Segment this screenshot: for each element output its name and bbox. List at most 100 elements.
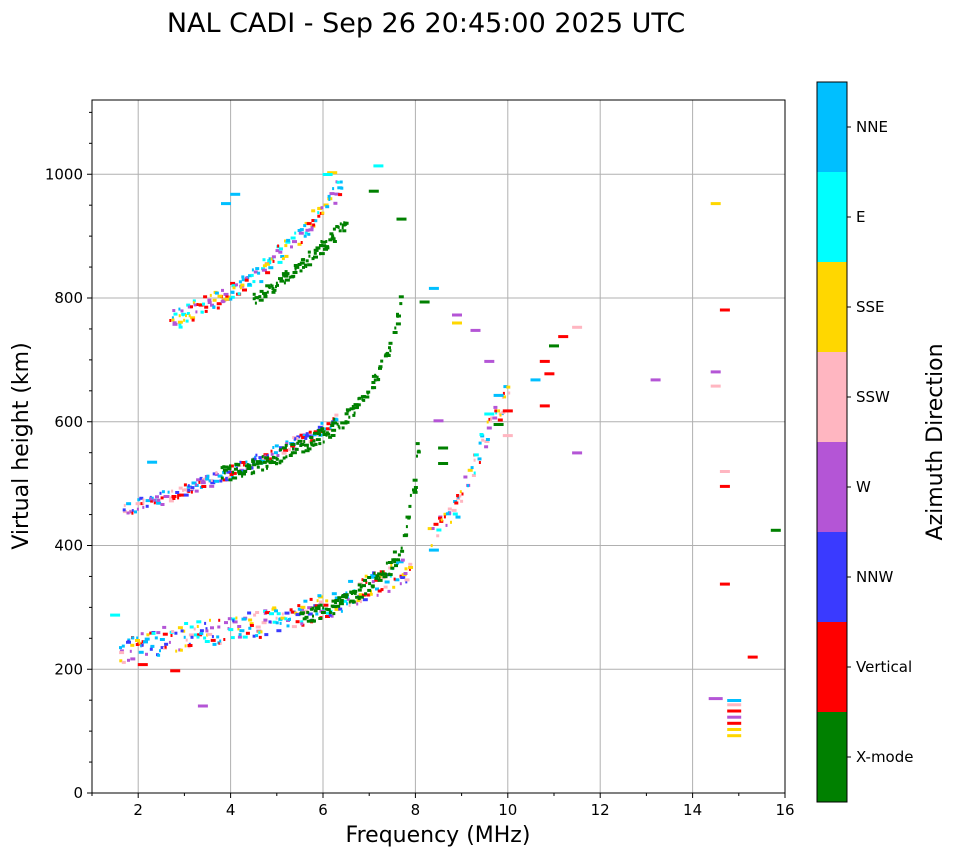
echo-point <box>299 269 303 273</box>
colorbar-swatch <box>817 82 847 172</box>
echo-point <box>348 579 354 583</box>
echo-point <box>403 572 408 575</box>
echo-point <box>209 618 211 622</box>
echo-point <box>328 613 332 617</box>
echo-point <box>157 653 161 657</box>
echo-point <box>332 612 336 616</box>
y-axis-label: Virtual height (km) <box>9 342 34 549</box>
colorbar-category-label: W <box>856 478 871 496</box>
echo-point <box>262 291 267 295</box>
echo-point <box>361 578 364 582</box>
echo-point <box>371 585 375 589</box>
echo-point <box>228 466 232 470</box>
echo-point <box>336 180 340 184</box>
echo-point <box>463 475 468 479</box>
isolated-echo-point <box>368 189 379 193</box>
echo-point <box>346 602 348 606</box>
echo-point <box>392 585 396 589</box>
echo-point <box>135 502 141 506</box>
echo-point <box>214 291 219 295</box>
echo-point <box>317 428 323 432</box>
echo-point <box>150 499 154 503</box>
echo-point <box>160 503 165 506</box>
echo-point <box>228 478 233 482</box>
echo-point <box>271 287 275 290</box>
echo-point <box>374 578 379 582</box>
echo-point <box>279 279 285 283</box>
echo-point <box>356 599 362 603</box>
echo-point <box>143 640 148 644</box>
echo-point <box>284 617 288 621</box>
echo-point <box>199 629 204 633</box>
echo-point <box>471 474 476 477</box>
echo-point <box>416 454 418 458</box>
echo-point <box>477 457 482 461</box>
echo-point <box>346 420 350 424</box>
echo-point <box>367 576 372 579</box>
echo-point <box>300 443 305 446</box>
echo-point <box>298 231 304 235</box>
echo-point <box>258 631 261 635</box>
isolated-echo-point <box>549 344 559 348</box>
echo-point <box>412 490 418 494</box>
echo-point <box>167 490 170 494</box>
colorbar-swatch <box>817 712 847 802</box>
echo-point <box>293 264 298 267</box>
echo-point <box>357 583 362 587</box>
echo-point <box>237 625 242 628</box>
echo-point <box>322 440 325 444</box>
echo-point <box>296 435 301 439</box>
echo-point <box>172 309 176 312</box>
echo-point <box>195 483 198 487</box>
echo-point <box>443 512 447 516</box>
echo-point <box>171 318 175 322</box>
echo-point <box>332 187 335 191</box>
isolated-echo-point <box>727 728 742 731</box>
echo-point <box>156 631 161 635</box>
echo-point <box>408 562 413 566</box>
colorbar-swatch <box>817 622 847 712</box>
echo-point <box>175 491 180 494</box>
echo-point <box>371 374 377 378</box>
isolated-echo-point <box>727 734 742 738</box>
echo-point <box>287 448 291 452</box>
echo-point <box>405 580 408 584</box>
echo-point <box>272 259 275 263</box>
isolated-echo-point <box>719 582 730 586</box>
echo-point <box>316 599 319 603</box>
echo-point <box>251 460 256 464</box>
echo-point <box>204 305 209 309</box>
echo-point <box>351 600 356 604</box>
echo-point <box>159 638 165 641</box>
echo-point <box>307 612 313 616</box>
echo-point <box>355 595 360 599</box>
echo-point <box>327 194 331 198</box>
echo-point <box>330 237 336 241</box>
echo-point <box>279 448 283 452</box>
echo-point <box>149 631 154 635</box>
echo-point <box>206 633 209 637</box>
colorbar: X-mode Vertical NNW W SSW SSE E NNE <box>816 81 913 803</box>
echo-point <box>335 180 338 184</box>
isolated-echo-point <box>493 423 504 426</box>
isolated-echo-point <box>221 202 231 206</box>
echo-point <box>394 578 400 582</box>
echo-point <box>337 424 340 428</box>
echo-point <box>317 214 321 218</box>
echo-point <box>305 434 309 438</box>
echo-point <box>331 605 337 609</box>
echo-point <box>217 294 223 298</box>
echo-point <box>268 460 272 464</box>
echo-point <box>325 205 330 209</box>
echo-point <box>301 436 306 440</box>
echo-point <box>279 247 283 251</box>
echo-point <box>257 271 261 275</box>
echo-point <box>242 635 248 639</box>
echo-point <box>221 288 224 292</box>
echo-point <box>265 294 268 298</box>
echo-point <box>180 629 184 633</box>
echo-point <box>163 495 168 498</box>
echo-point <box>294 437 297 441</box>
echo-point <box>190 305 193 309</box>
echo-point <box>408 504 412 508</box>
